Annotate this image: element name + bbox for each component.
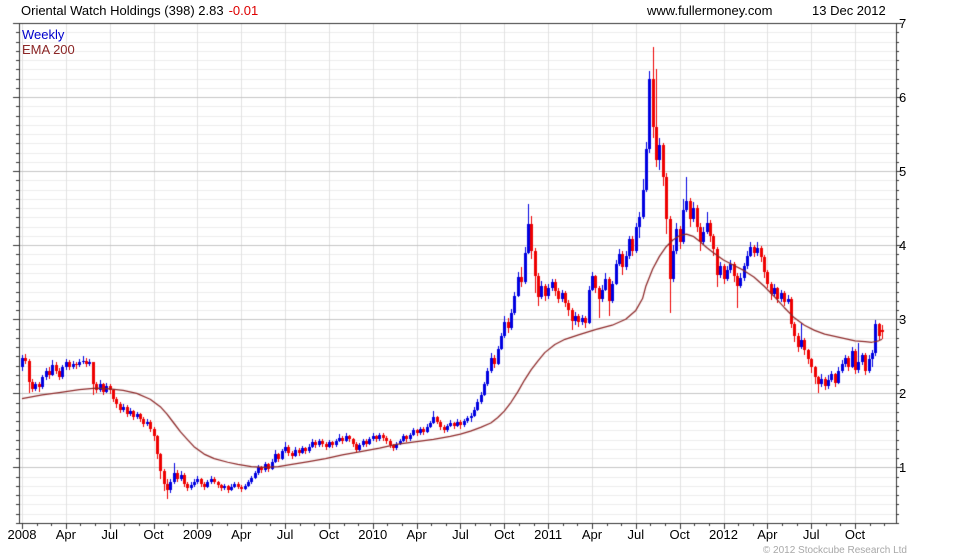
x-axis-label: 2010	[358, 527, 388, 542]
x-axis-label: Oct	[143, 527, 164, 542]
x-axis-label: 2008	[7, 527, 37, 542]
x-axis-label: 2011	[534, 527, 563, 542]
copyright: © 2012 Stockcube Research Ltd	[762, 545, 907, 556]
x-axis-label: Apr	[231, 527, 252, 542]
x-axis-label: Apr	[757, 527, 778, 542]
y-axis-label: 2	[899, 386, 907, 402]
x-axis-label: Apr	[581, 527, 603, 542]
x-axis-label: Apr	[406, 527, 427, 542]
x-axis-label: Apr	[55, 527, 76, 542]
y-axis-label: 1	[899, 460, 907, 476]
x-axis-label: 2012	[709, 527, 738, 542]
x-axis-label: Jul	[627, 527, 645, 542]
x-axis-label: Oct	[844, 527, 866, 542]
y-axis-label: 3	[899, 312, 907, 328]
y-axis-label: 4	[899, 238, 907, 254]
legend-ema-label: EMA 200	[22, 42, 75, 57]
y-axis-label: 5	[899, 164, 907, 180]
x-axis-label: Jul	[802, 527, 820, 542]
x-axis-label: Jul	[101, 527, 118, 542]
x-axis-label: Oct	[669, 527, 690, 542]
legend-weekly-label: Weekly	[22, 27, 65, 42]
x-axis-label: Oct	[494, 527, 515, 542]
x-axis-label: Jul	[276, 527, 294, 542]
x-axis-label: 2009	[182, 527, 212, 542]
y-axis-label: 7	[899, 16, 907, 31]
y-axis-label: 6	[899, 90, 907, 106]
x-axis-label: Oct	[318, 527, 340, 542]
x-axis-label: Jul	[452, 527, 469, 542]
